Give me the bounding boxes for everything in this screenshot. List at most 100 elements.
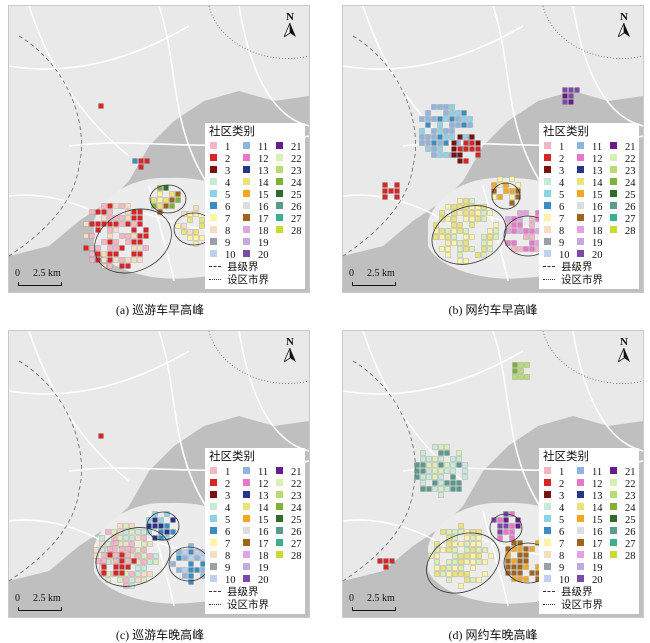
- community-cell: [446, 577, 452, 583]
- legend-swatch: [577, 467, 584, 474]
- community-cell: [529, 216, 535, 222]
- legend-label: 26: [625, 202, 636, 213]
- legend-item: 8: [544, 226, 564, 238]
- scale-label: 2.5 km: [367, 268, 395, 279]
- community-cell: [452, 553, 458, 559]
- community-cell: [451, 140, 457, 146]
- community-cell: [438, 450, 444, 456]
- legend-swatch: [577, 142, 584, 149]
- community-cell: [452, 571, 458, 577]
- community-cell: [437, 146, 443, 152]
- community-cell: [451, 234, 457, 240]
- north-arrow: N: [615, 12, 633, 38]
- community-cell: [147, 559, 153, 565]
- community-cell: [445, 240, 451, 246]
- community-cell: [119, 263, 125, 269]
- road: [158, 331, 210, 512]
- legend-item: 13: [577, 166, 603, 178]
- community-cell: [117, 523, 123, 529]
- legend-swatch: [577, 202, 584, 209]
- community-cell: [141, 529, 147, 535]
- legend-city-boundary: 设区市界: [543, 600, 603, 612]
- community-cell: [163, 185, 169, 191]
- community-cell: [457, 204, 463, 210]
- community-cell: [83, 245, 89, 251]
- legend-swatch: [243, 563, 250, 570]
- community-cell: [125, 263, 131, 269]
- legend-city-label: 设区市界: [227, 275, 269, 286]
- community-cell: [89, 251, 95, 257]
- community-cell: [445, 252, 451, 258]
- community-cell: [437, 134, 443, 140]
- community-cell: [451, 152, 457, 158]
- community-cell: [444, 444, 450, 450]
- legend-item: 8: [210, 226, 230, 238]
- legend-item: 3: [544, 491, 564, 503]
- legend-label: 1: [225, 142, 231, 153]
- legend-swatch: [276, 202, 283, 209]
- community-cell: [438, 492, 444, 498]
- legend-item: 7: [544, 539, 564, 551]
- legend-item: 1: [210, 142, 230, 154]
- legend-label: 3: [225, 491, 231, 502]
- legend-item: 22: [276, 479, 302, 491]
- community-cell: [199, 223, 205, 229]
- community-cell: [491, 188, 497, 194]
- legend-label: 2: [225, 154, 231, 165]
- community-cell: [113, 251, 119, 257]
- legend-item: 28: [610, 226, 636, 238]
- community-cell: [101, 251, 107, 257]
- community-cell: [89, 257, 95, 263]
- community-cell: [420, 474, 426, 480]
- community-cell: [503, 529, 509, 535]
- community-cell: [105, 541, 111, 547]
- community-cell: [431, 146, 437, 152]
- community-cell: [119, 203, 125, 209]
- legend-county-boundary: 县级界: [209, 587, 259, 599]
- legend-label: 19: [258, 238, 269, 249]
- scale-zero: 0: [349, 268, 354, 279]
- legend-item: 18: [577, 226, 603, 238]
- legend-item: 11: [243, 467, 268, 479]
- community-cell: [455, 110, 461, 116]
- community-cell: [101, 564, 107, 570]
- legend-label: 10: [559, 250, 570, 261]
- community-cell: [440, 529, 446, 535]
- legend-swatch: [577, 551, 584, 558]
- community-cell: [119, 257, 125, 263]
- legend-swatch: [210, 166, 217, 173]
- north-arrow: N: [281, 12, 299, 38]
- community-cell: [512, 368, 518, 374]
- scale-bar: 0 2.5 km: [349, 593, 409, 613]
- community-cell: [169, 191, 175, 197]
- legend-item: 5: [544, 190, 564, 202]
- community-cell: [146, 529, 152, 535]
- legend-swatch: [577, 563, 584, 570]
- legend-swatch: [276, 503, 283, 510]
- community-cell: [470, 565, 476, 571]
- legend-item: 13: [243, 491, 269, 503]
- community-cell: [438, 474, 444, 480]
- community-cell: [425, 116, 431, 122]
- community-cell: [452, 535, 458, 541]
- community-cell: [511, 228, 517, 234]
- community-cell: [475, 140, 481, 146]
- community-cell: [101, 239, 107, 245]
- community-cell: [475, 204, 481, 210]
- legend-swatch: [210, 551, 217, 558]
- legend-county-boundary: 县级界: [543, 262, 593, 274]
- legend-label: 21: [625, 467, 636, 478]
- community-cell: [469, 204, 475, 210]
- legend-label: 23: [291, 491, 302, 502]
- legend-swatch: [243, 190, 250, 197]
- community-cell: [451, 210, 457, 216]
- community-cell: [432, 480, 438, 486]
- legend-item: 15: [577, 190, 603, 202]
- community-cell: [469, 140, 475, 146]
- city-boundary: [542, 6, 643, 59]
- community-cell: [169, 197, 175, 203]
- community-cell: [113, 570, 119, 576]
- legend-county-label: 县级界: [561, 262, 593, 273]
- community-cell: [176, 555, 182, 561]
- legend-label: 23: [291, 166, 302, 177]
